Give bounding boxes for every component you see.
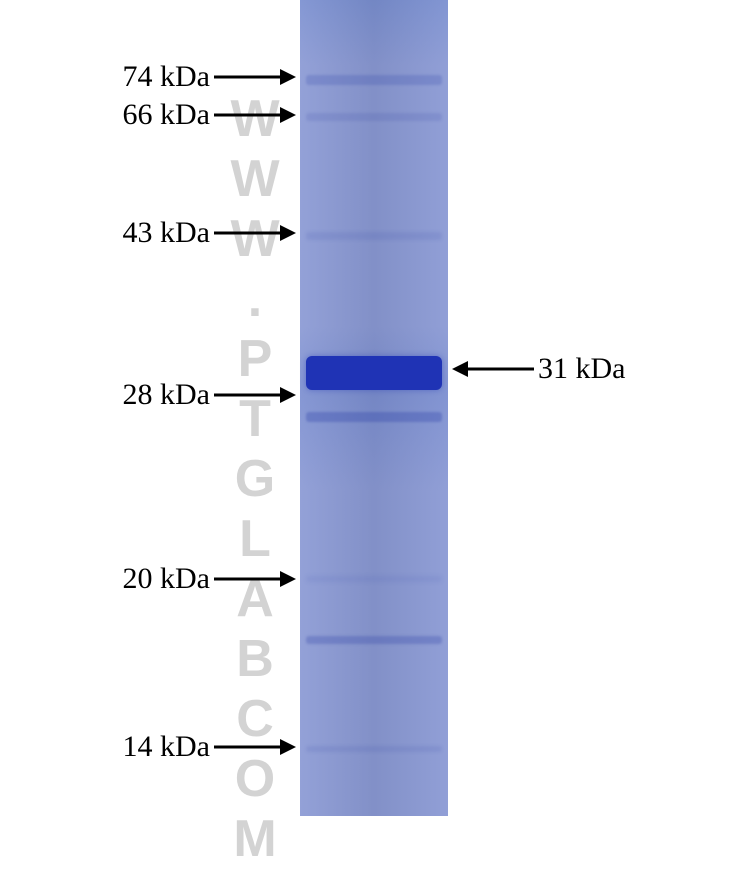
lane-gradient-overlay bbox=[300, 0, 448, 816]
arrow-right-icon bbox=[210, 567, 296, 591]
marker-text-74: 74 kDa bbox=[123, 60, 210, 94]
marker-text-14: 14 kDa bbox=[123, 730, 210, 764]
band-14kda bbox=[306, 746, 442, 752]
band-20kda bbox=[306, 576, 442, 582]
marker-text-31: 31 kDa bbox=[538, 352, 625, 386]
arrow-right-icon bbox=[210, 735, 296, 759]
band-28kda bbox=[306, 412, 442, 422]
marker-text-66: 66 kDa bbox=[123, 98, 210, 132]
band-74kda bbox=[306, 75, 442, 85]
marker-text-43: 43 kDa bbox=[123, 216, 210, 250]
arrow-right-icon bbox=[210, 221, 296, 245]
marker-label-43kda: 43 kDa bbox=[0, 216, 296, 250]
marker-label-20kda: 20 kDa bbox=[0, 562, 296, 596]
arrow-right-icon bbox=[210, 65, 296, 89]
band-main-31kda bbox=[306, 356, 442, 390]
marker-label-28kda: 28 kDa bbox=[0, 378, 296, 412]
marker-label-74kda: 74 kDa bbox=[0, 60, 296, 94]
arrow-left-icon bbox=[452, 357, 538, 381]
marker-text-20: 20 kDa bbox=[123, 562, 210, 596]
band-faint-17 bbox=[306, 636, 442, 644]
marker-text-28: 28 kDa bbox=[123, 378, 210, 412]
arrow-right-icon bbox=[210, 103, 296, 127]
band-43kda bbox=[306, 232, 442, 240]
gel-figure: WWW.PTGLABCOM 74 kDa 66 kDa 43 kDa bbox=[0, 0, 742, 816]
band-66kda bbox=[306, 113, 442, 121]
gel-lane bbox=[300, 0, 448, 816]
marker-label-14kda: 14 kDa bbox=[0, 730, 296, 764]
arrow-right-icon bbox=[210, 383, 296, 407]
marker-label-31kda: 31 kDa bbox=[452, 352, 625, 386]
marker-label-66kda: 66 kDa bbox=[0, 98, 296, 132]
